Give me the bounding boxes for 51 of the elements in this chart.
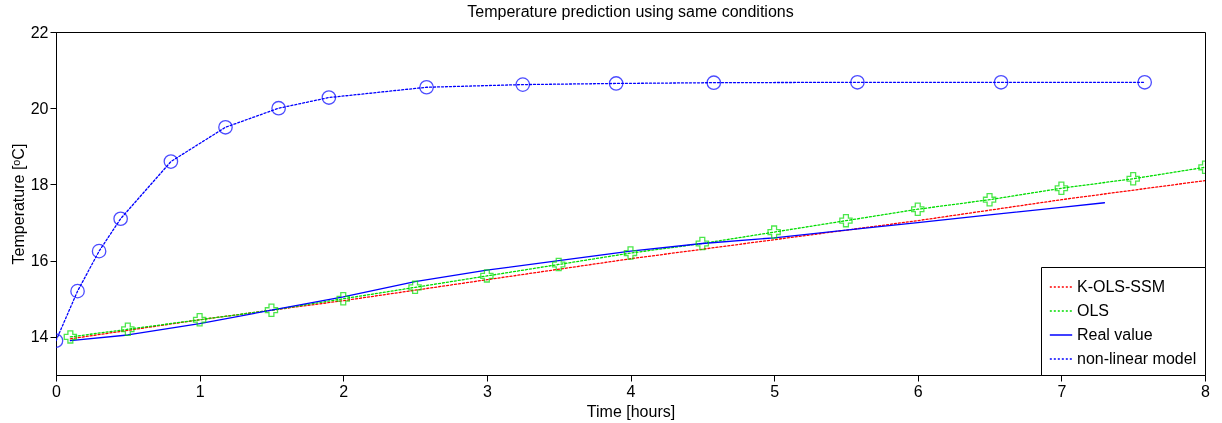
- point: [63, 330, 78, 344]
- x-tick-label: 0: [52, 382, 62, 400]
- point: [993, 74, 1009, 90]
- point: [91, 243, 107, 259]
- point: [336, 292, 350, 306]
- point: [408, 280, 422, 295]
- point: [623, 246, 638, 260]
- x-tick-label: 1: [195, 382, 205, 400]
- point: [839, 213, 853, 228]
- point: [1054, 181, 1069, 196]
- x-tick-label: 3: [482, 382, 492, 400]
- y-tick-label: 18: [30, 175, 49, 193]
- point: [163, 154, 179, 169]
- x-tick-label: 2: [339, 382, 349, 400]
- point: [113, 211, 128, 227]
- y-tick-label: 16: [30, 252, 49, 270]
- point: [515, 77, 531, 92]
- x-axis-title: Time [hours]: [586, 402, 676, 420]
- point: [608, 76, 624, 91]
- legend-label: Real value: [1077, 326, 1153, 343]
- point: [271, 100, 286, 116]
- point: [982, 192, 997, 207]
- point: [70, 283, 85, 299]
- point: [706, 75, 722, 91]
- point: [695, 236, 710, 251]
- x-tick-label: 7: [1057, 382, 1067, 400]
- legend-label: non-linear model: [1077, 350, 1197, 367]
- point: [551, 257, 566, 272]
- x-tick-label: 4: [626, 382, 636, 400]
- legend-label: OLS: [1077, 302, 1110, 319]
- y-tick-label: 20: [30, 99, 49, 117]
- point: [480, 269, 494, 283]
- x-tick-label: 6: [913, 382, 923, 400]
- chart-title: Temperature prediction using same conditions: [467, 3, 794, 20]
- x-tick-label: 8: [1201, 382, 1211, 400]
- y-axis-title: Temperature [ᵒC]: [9, 143, 27, 265]
- x-tick-label: 5: [770, 382, 780, 400]
- point: [192, 312, 207, 327]
- point: [218, 119, 233, 135]
- point: [850, 74, 865, 90]
- point: [121, 322, 135, 337]
- point: [321, 90, 337, 105]
- legend-label: K-OLS-SSM: [1077, 278, 1166, 295]
- point: [1137, 74, 1153, 90]
- point: [419, 79, 434, 95]
- y-tick-label: 22: [30, 23, 49, 41]
- point: [1126, 171, 1140, 186]
- point: [767, 225, 781, 239]
- point: [264, 303, 279, 317]
- point: [911, 202, 925, 216]
- y-tick-label: 14: [30, 328, 49, 346]
